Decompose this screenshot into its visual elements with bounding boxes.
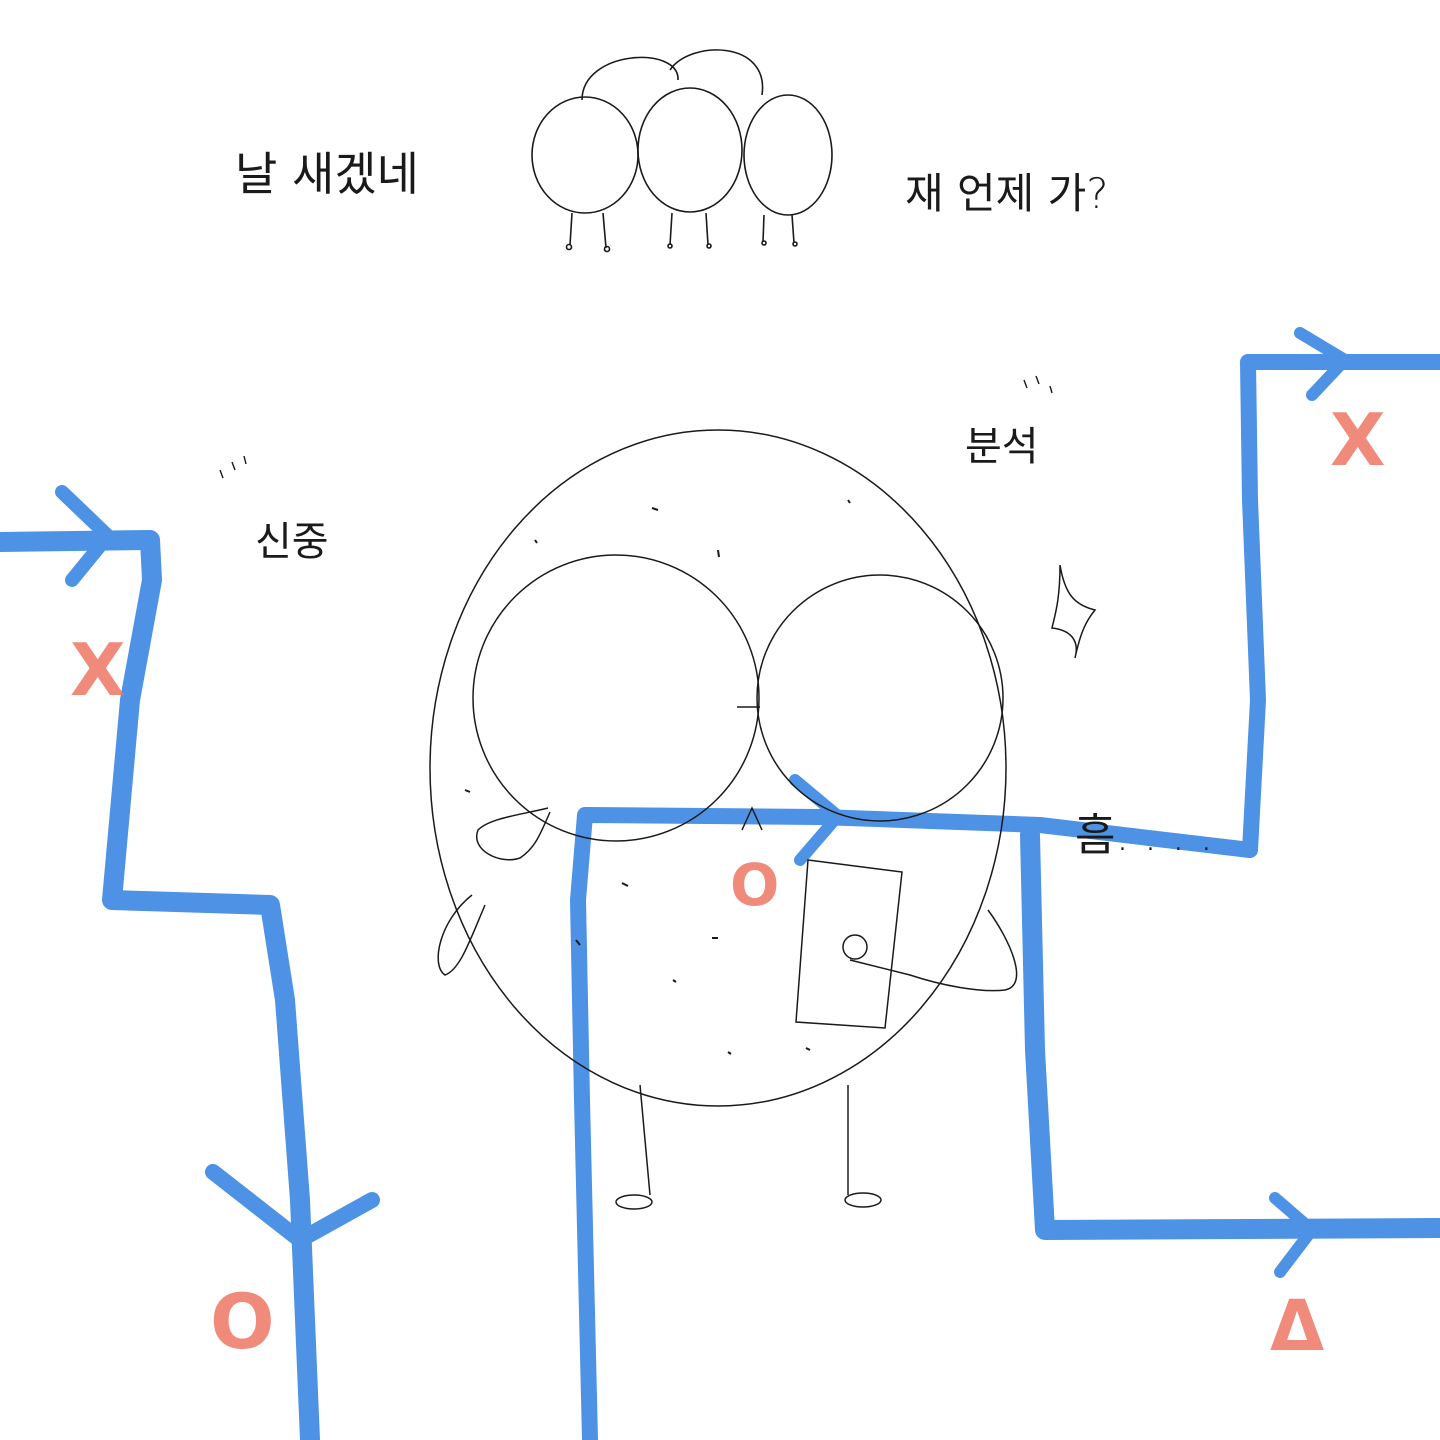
left-path: [0, 530, 320, 1440]
tension-marks: [219, 375, 1053, 479]
right-lower-path: [1020, 825, 1440, 1240]
mark-right-bottom: Δ: [1270, 1285, 1324, 1367]
center-arrow: [789, 774, 844, 866]
back-head-left: [581, 56, 679, 101]
glasses-right-lens: [756, 574, 1004, 822]
right-hand: [842, 934, 868, 960]
text-top-left: 날 새겠네: [235, 147, 419, 201]
right-arm: [849, 909, 1018, 992]
body: [429, 429, 1007, 1107]
legs-right: [762, 214, 795, 244]
left-arrow-top: [55, 485, 115, 587]
left-arm: [437, 894, 486, 976]
glasses-left-lens: [472, 554, 760, 842]
left-leg: [639, 1084, 651, 1196]
center-path: [570, 354, 1440, 1440]
left-hand: [475, 807, 551, 861]
text-label-left: 신중: [255, 519, 329, 565]
main-character: [429, 429, 1097, 1210]
text-top-right: 재 언제 가?: [905, 169, 1109, 218]
phone: [795, 859, 903, 1029]
legs-left: [569, 212, 607, 249]
red-marks: X O O X Δ: [70, 398, 1386, 1367]
text-hmm: 흠. . . .: [1075, 810, 1213, 861]
mark-right-top: X: [1330, 398, 1386, 482]
back-head-right: [669, 49, 764, 96]
right-foot: [844, 1192, 882, 1208]
left-foot: [615, 1194, 653, 1210]
text-label-right: 분석: [965, 424, 1039, 470]
head-left: [531, 96, 639, 214]
mark-left-top: X: [70, 628, 126, 712]
right-top-arrow: [1294, 327, 1351, 401]
legs-center: [669, 212, 709, 246]
head-center: [637, 87, 743, 213]
mouth: [741, 806, 763, 831]
sparkle: [1051, 564, 1097, 659]
top-crowd: [531, 49, 833, 253]
blue-paths: [0, 327, 1440, 1440]
right-bottom-arrow: [1269, 1192, 1318, 1278]
mark-left-bottom: O: [210, 1277, 275, 1366]
head-right: [743, 94, 833, 216]
left-arrow-down: [205, 1164, 380, 1248]
mark-center: O: [730, 851, 779, 919]
